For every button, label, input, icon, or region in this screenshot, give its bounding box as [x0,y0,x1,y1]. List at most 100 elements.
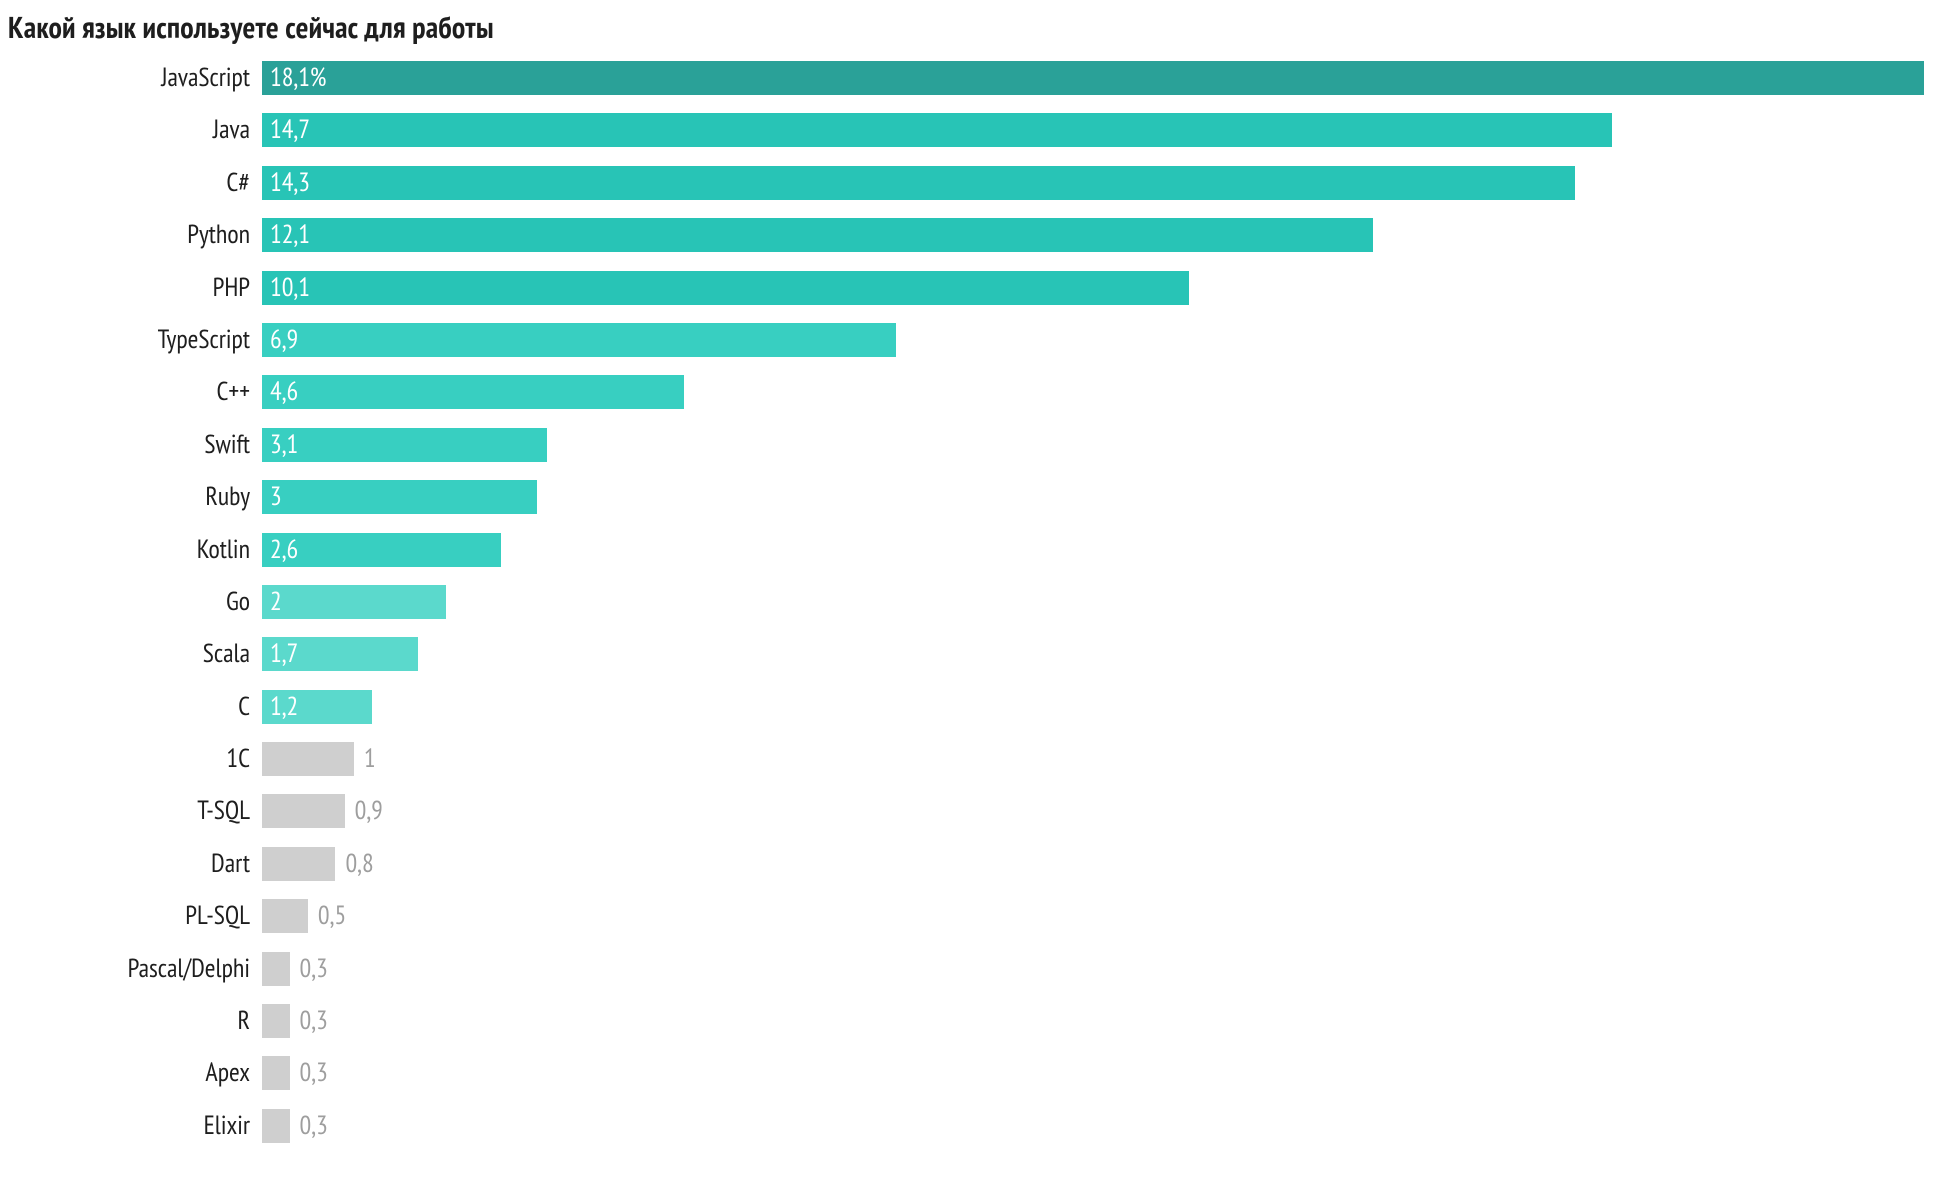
bar-zone: 12,1 [262,218,1939,252]
bar-value: 18,1% [262,65,327,91]
bar-value: 0,5 [308,899,346,933]
bar: 1,7 [262,637,418,671]
bar-value: 14,3 [262,170,310,196]
bar-label: PL-SQL [4,903,262,929]
bar-zone: 1,7 [262,637,1939,671]
bar: 3,1 [262,428,547,462]
bar-row: Elixir 0,3 [4,1109,1939,1143]
bar [262,847,335,881]
bar [262,952,290,986]
bar-zone: 1,2 [262,690,1939,724]
bar: 4,6 [262,375,684,409]
bar-zone: 14,3 [262,166,1939,200]
bar-zone: 0,3 [262,1109,1939,1143]
bar-row: C++4,6 [4,375,1939,409]
bar-row: Apex 0,3 [4,1056,1939,1090]
bar [262,742,354,776]
bar [262,899,308,933]
bar-value: 14,7 [262,117,310,143]
bar [262,1004,290,1038]
bar-zone: 0,3 [262,952,1939,986]
bar-label: R [4,1008,262,1034]
bar-zone: 14,7 [262,113,1939,147]
bar-zone: 10,1 [262,271,1939,305]
bar: 14,3 [262,166,1575,200]
bar [262,1109,290,1143]
bar-value: 4,6 [262,379,298,405]
bar-value: 0,8 [335,847,373,881]
bar-label: C [4,694,262,720]
bar-row: T-SQL 0,9 [4,794,1939,828]
bar-zone: 0,3 [262,1004,1939,1038]
bar-zone: 1 [262,742,1939,776]
bar-label: Java [4,117,262,143]
bar-value: 0,3 [290,1109,328,1143]
bar-label: Apex [4,1060,262,1086]
bar-value: 0,3 [290,1056,328,1090]
bar-row: TypeScript6,9 [4,323,1939,357]
bar [262,794,345,828]
bar-label: Swift [4,432,262,458]
bar-label: Python [4,222,262,248]
bar-row: Python12,1 [4,218,1939,252]
bar-row: Ruby3 [4,480,1939,514]
bar: 6,9 [262,323,896,357]
bar-zone: 18,1% [262,61,1939,95]
bar-value: 3 [262,484,282,510]
bar-label: Pascal/Delphi [4,956,262,982]
bar-row: PHP10,1 [4,271,1939,305]
bar-value: 1 [354,742,376,776]
bar: 18,1% [262,61,1924,95]
bar-value: 6,9 [262,327,298,353]
bar-row: Scala1,7 [4,637,1939,671]
bar-row: PL-SQL 0,5 [4,899,1939,933]
bar-label: C# [4,170,262,196]
bar-value: 1,2 [262,694,298,720]
bar: 2,6 [262,533,501,567]
bar-row: C1,2 [4,690,1939,724]
bar-label: 1C [4,746,262,772]
bar [262,1056,290,1090]
bar-value: 1,7 [262,641,298,667]
bar-zone: 3 [262,480,1939,514]
bar-zone: 2 [262,585,1939,619]
bar-value: 3,1 [262,432,298,458]
bar-label: Ruby [4,484,262,510]
chart-container: Какой язык используете сейчас для работы… [0,0,1959,1181]
bar: 2 [262,585,446,619]
bar: 14,7 [262,113,1612,147]
bar-value: 12,1 [262,222,310,248]
bar-zone: 0,8 [262,847,1939,881]
chart-title: Какой язык используете сейчас для работы [8,8,1939,47]
bar-row: R 0,3 [4,1004,1939,1038]
bar: 1,2 [262,690,372,724]
bar-row: Swift3,1 [4,428,1939,462]
bar: 12,1 [262,218,1373,252]
bar-label: T-SQL [4,798,262,824]
bar-label: Elixir [4,1113,262,1139]
bar-label: TypeScript [4,327,262,353]
bar-zone: 0,3 [262,1056,1939,1090]
bar-value: 0,3 [290,952,328,986]
bar-row: Java14,7 [4,113,1939,147]
bar-label: JavaScript [4,65,262,91]
bar-zone: 0,5 [262,899,1939,933]
bar-zone: 6,9 [262,323,1939,357]
chart-rows: JavaScript18,1%Java14,7C#14,3Python12,1P… [4,61,1939,1161]
bar-row: Kotlin2,6 [4,533,1939,567]
bar-zone: 2,6 [262,533,1939,567]
bar-row: Go2 [4,585,1939,619]
bar-label: Go [4,589,262,615]
bar-label: Kotlin [4,537,262,563]
bar-zone: 0,9 [262,794,1939,828]
bar: 10,1 [262,271,1189,305]
bar-value: 2,6 [262,537,298,563]
bar-row: Pascal/Delphi 0,3 [4,952,1939,986]
bar-zone: 3,1 [262,428,1939,462]
bar-row: JavaScript18,1% [4,61,1939,95]
bar-value: 2 [262,589,282,615]
bar-label: PHP [4,275,262,301]
bar-row: C#14,3 [4,166,1939,200]
bar-value: 0,3 [290,1004,328,1038]
bar-value: 0,9 [345,794,383,828]
